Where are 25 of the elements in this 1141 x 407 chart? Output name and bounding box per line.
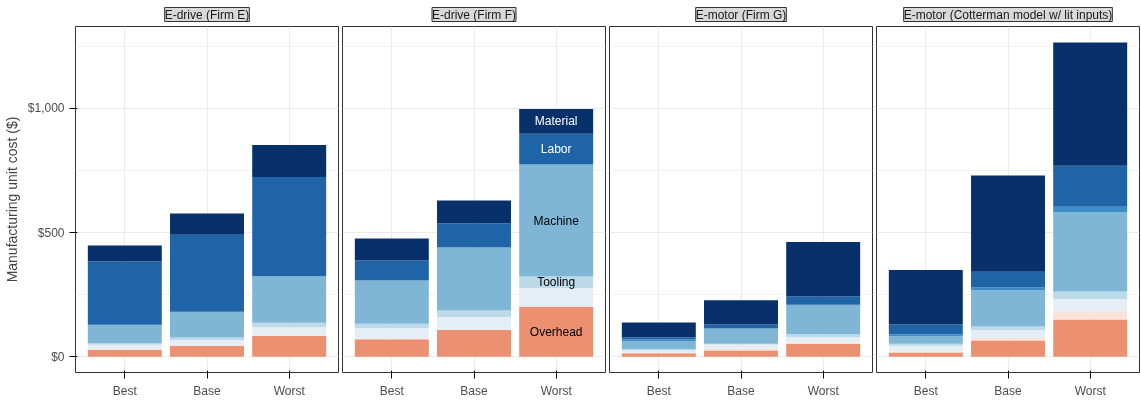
x-tick-label: Best — [112, 383, 138, 398]
x-tick-label: Best — [646, 383, 672, 398]
chart-title: E-drive (Firm E) — [164, 7, 250, 22]
y-tick-label: $0 — [51, 349, 65, 364]
series-label: Machine — [533, 213, 580, 228]
series-label: Material — [534, 114, 578, 129]
x-tick-label: Best — [379, 383, 405, 398]
x-tick-label: Worst — [540, 383, 573, 398]
series-label: Labor — [540, 142, 572, 157]
y-tick-label: $1,000 — [27, 101, 65, 116]
y-tick-label: $500 — [37, 225, 65, 240]
x-tick-label: Base — [727, 383, 755, 398]
x-tick-label: Base — [193, 383, 221, 398]
x-tick-label: Worst — [1074, 383, 1107, 398]
x-tick-label: Worst — [273, 383, 306, 398]
x-tick-label: Best — [913, 383, 939, 398]
chart-title: E-motor (Firm G) — [695, 7, 787, 22]
chart-title: E-drive (Firm F) — [432, 7, 517, 22]
x-tick-label: Worst — [807, 383, 840, 398]
x-tick-label: Base — [460, 383, 488, 398]
x-tick-label: Base — [994, 383, 1022, 398]
chart-title: E-motor (Cotterman model w/ lit inputs) — [903, 7, 1113, 22]
y-axis-title: Manufacturing unit cost ($) — [3, 116, 20, 283]
series-label: Overhead — [529, 324, 583, 339]
series-label: Tooling — [537, 275, 576, 290]
